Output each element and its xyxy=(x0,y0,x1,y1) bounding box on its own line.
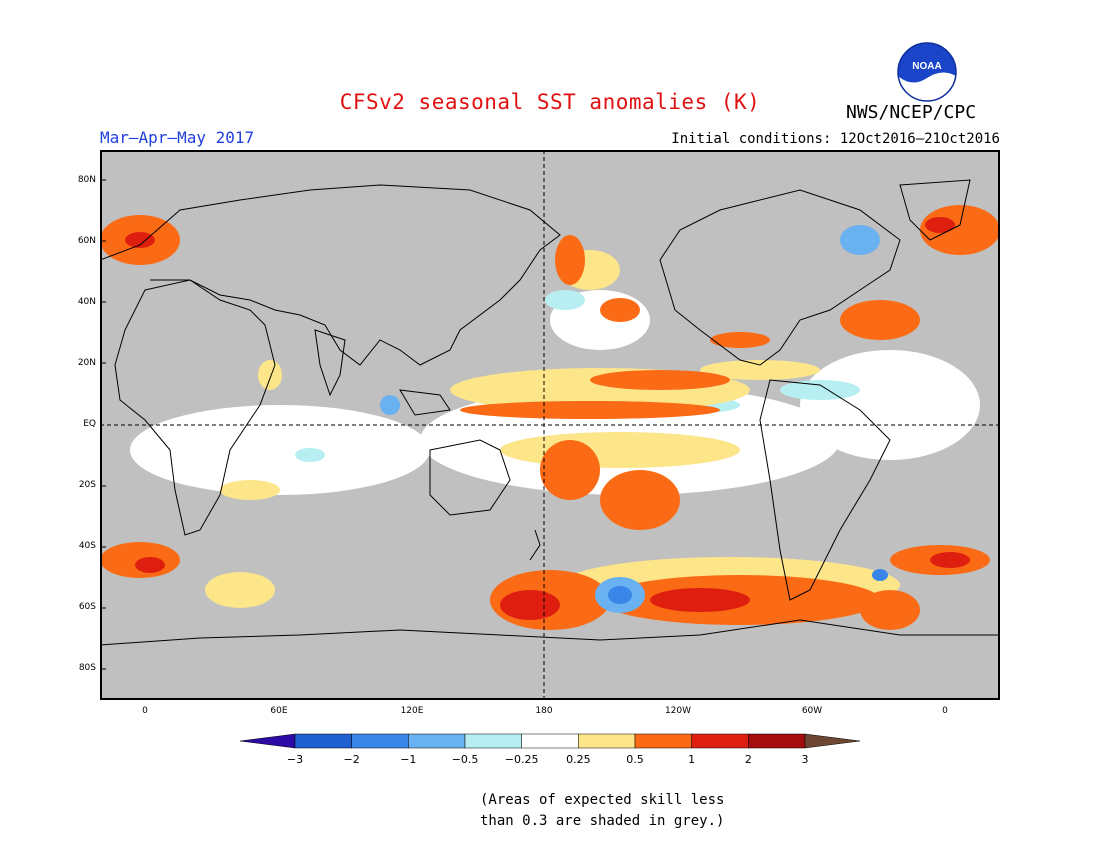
colorbar-tick-label: 1 xyxy=(688,753,696,766)
lat-label-40s: 40S xyxy=(78,541,96,551)
lon-label-0: 0 xyxy=(142,706,148,716)
colorbar-min-arrow xyxy=(240,733,296,749)
agency-label: NWS/NCEP/CPC xyxy=(846,102,977,123)
map-frame xyxy=(100,150,1000,700)
colorbar-tick-label: 0.5 xyxy=(626,753,644,766)
lat-label-40n: 40N xyxy=(77,297,96,307)
anomaly-shading xyxy=(100,205,1000,630)
colorbar-swatch xyxy=(691,733,749,749)
colorbar-max-arrow xyxy=(804,733,860,749)
sst-anomaly-map xyxy=(100,150,1000,700)
grid-lines xyxy=(100,150,1000,700)
lat-label-60n: 60N xyxy=(77,236,96,246)
colorbar-tick-label: −3 xyxy=(286,753,304,766)
colorbar-swatch xyxy=(634,733,692,749)
skill-note-line-2: than 0.3 are shaded in grey.) xyxy=(480,813,725,829)
colorbar-swatch xyxy=(748,733,806,749)
lat-label-20s: 20S xyxy=(78,480,96,490)
colorbar-tick-label: 0.25 xyxy=(566,753,591,766)
svg-text:NOAA: NOAA xyxy=(912,61,941,72)
colorbar-tick-label: −2 xyxy=(343,753,360,766)
colorbar-tick-label: −0.25 xyxy=(504,753,539,766)
skill-note: (Areas of expected skill less than 0.3 a… xyxy=(480,790,724,832)
lat-label-80n: 80N xyxy=(77,175,96,185)
colorbar-swatch xyxy=(464,733,522,749)
lon-label-120e: 120E xyxy=(400,706,424,716)
lon-label-0-east: 0 xyxy=(942,706,948,716)
colorbar-swatch xyxy=(578,733,636,749)
colorbar-swatch xyxy=(351,733,409,749)
lat-label-20n: 20N xyxy=(77,358,96,368)
noaa-logo-icon: NOAA xyxy=(897,42,957,102)
lon-label-60w: 60W xyxy=(801,706,823,716)
colorbar-tick-label: 3 xyxy=(801,753,809,766)
map-title: CFSv2 seasonal SST anomalies (K) xyxy=(339,90,761,114)
lon-label-60e: 60E xyxy=(270,706,288,716)
season-label: Mar–Apr–May 2017 xyxy=(100,128,255,147)
lat-label-80s: 80S xyxy=(78,663,96,673)
continent-outlines xyxy=(100,179,1000,646)
colorbar-swatch xyxy=(408,733,466,749)
colorbar-swatch xyxy=(521,733,579,749)
colorbar-tick-label: −1 xyxy=(400,753,417,766)
lon-label-120w: 120W xyxy=(664,706,692,716)
skill-note-line-1: (Areas of expected skill less xyxy=(480,792,725,808)
lon-label-180: 180 xyxy=(535,706,553,716)
colorbar-tick-label: −0.5 xyxy=(451,753,479,766)
lat-label-60s: 60S xyxy=(78,602,96,612)
lat-label-eq: EQ xyxy=(83,419,96,429)
colorbar-swatch xyxy=(294,733,352,749)
colorbar xyxy=(240,733,860,749)
initial-conditions-label: Initial conditions: 12Oct2016–21Oct2016 xyxy=(671,131,1000,147)
colorbar-tick-label: 2 xyxy=(744,753,752,766)
